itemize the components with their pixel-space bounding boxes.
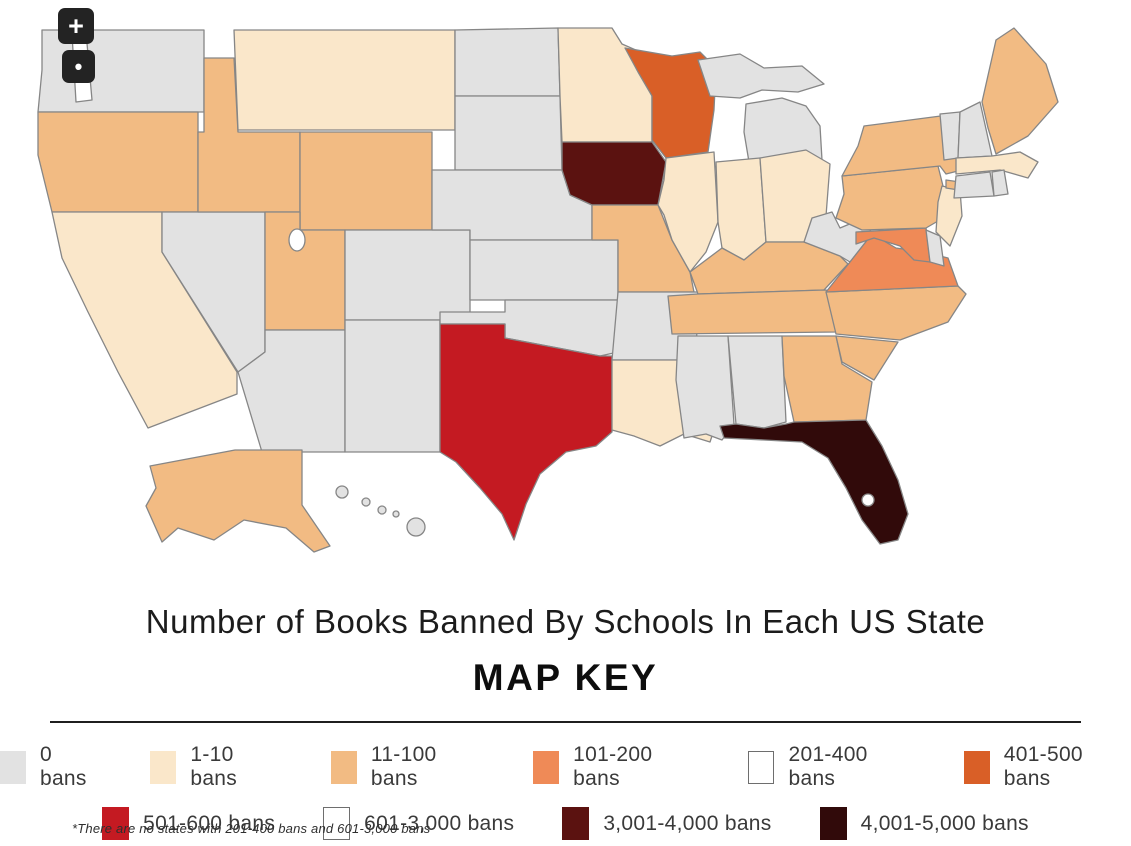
legend-item-1-10-bans: 1-10 bans (150, 743, 283, 791)
legend-item-11-100-bans: 11-100 bans (330, 743, 485, 791)
legend-label: 101-200 bans (573, 743, 653, 790)
legend-item-401-500-bans: 401-500 bans (963, 743, 1131, 791)
state-north-carolina[interactable] (825, 285, 967, 341)
legend-swatch (963, 750, 990, 784)
legend-label: 201-400 bans (788, 743, 868, 790)
legend-label: 0 bans (39, 743, 87, 790)
key-divider (50, 721, 1081, 723)
state-indiana[interactable] (715, 157, 767, 261)
state-hawaii[interactable] (406, 517, 426, 537)
state-hawaii[interactable] (377, 505, 387, 515)
state-hawaii[interactable] (392, 510, 400, 518)
great-salt-lake (288, 228, 306, 252)
state-delaware[interactable] (925, 229, 945, 267)
state-south-dakota[interactable] (454, 95, 563, 171)
state-florida[interactable] (719, 419, 909, 545)
legend-label: 601-3,000 bans (364, 811, 515, 835)
legend-swatch (323, 807, 351, 840)
state-wisconsin[interactable] (624, 47, 717, 159)
state-hawaii[interactable] (361, 497, 371, 507)
legend-swatch (102, 807, 130, 840)
legend-label: 501-600 bans (143, 811, 276, 835)
state-iowa[interactable] (561, 141, 667, 206)
state-tennessee[interactable] (667, 289, 853, 335)
state-kansas[interactable] (469, 239, 619, 301)
legend-item-601-3000-bans: 601-3,000 bans (323, 807, 514, 840)
state-rhode-island[interactable] (991, 169, 1009, 197)
state-alaska[interactable] (145, 449, 331, 553)
state-north-dakota[interactable] (454, 27, 561, 97)
legend-swatch (562, 807, 590, 840)
lake-okeechobee (861, 493, 875, 507)
state-alabama[interactable] (727, 335, 787, 429)
legend-item-0-bans: 0 bans (0, 743, 102, 791)
map-key-legend: 0 bans 1-10 bans 11-100 bans 101-200 ban… (0, 743, 1131, 840)
state-wyoming[interactable] (299, 131, 433, 231)
legend-swatch (330, 750, 357, 784)
legend-label: 1-10 bans (190, 743, 238, 790)
zoom-in-button[interactable]: + (58, 8, 94, 44)
state-connecticut[interactable] (953, 171, 995, 199)
state-oregon[interactable] (37, 111, 199, 213)
legend-label: 11-100 bans (370, 743, 437, 790)
map-zoom-controls: + • (58, 8, 98, 83)
state-vermont[interactable] (939, 111, 961, 161)
map-key-heading: MAP KEY (472, 657, 659, 698)
legend-swatch (819, 807, 847, 840)
state-hawaii[interactable] (335, 485, 349, 499)
zoom-out-button[interactable]: • (62, 50, 95, 83)
state-texas[interactable] (439, 323, 613, 541)
state-mississippi[interactable] (675, 335, 735, 441)
legend-item-4001-5000-bans: 4,001-5,000 bans (819, 807, 1029, 840)
legend-footnote: *There are no states with 201-400 bans a… (72, 821, 431, 836)
state-colorado[interactable] (344, 229, 471, 321)
legend-item-3001-4000-bans: 3,001-4,000 bans (562, 807, 771, 840)
state-illinois[interactable] (657, 151, 719, 273)
legend-item-201-400-bans: 201-400 bans (748, 743, 915, 791)
state-south-carolina[interactable] (835, 335, 899, 381)
legend-item-501-600-bans: 501-600 bans (102, 807, 275, 840)
state-massachusetts[interactable] (955, 151, 1039, 179)
legend-label: 3,001-4,000 bans (603, 811, 772, 835)
legend-swatch (150, 750, 177, 784)
state-utah[interactable] (264, 211, 346, 331)
legend-label: 401-500 bans (1003, 743, 1083, 790)
map-canvas (37, 27, 1059, 553)
state-new-mexico[interactable] (344, 319, 441, 453)
state-montana[interactable] (233, 29, 456, 131)
legend-row-2: 501-600 bans 601-3,000 bans 3,001-4,000 … (0, 807, 1131, 840)
legend-label: 4,001-5,000 bans (860, 811, 1029, 835)
legend-swatch (748, 750, 775, 784)
legend-swatch (533, 750, 560, 784)
legend-item-101-200-bans: 101-200 bans (533, 743, 700, 791)
legend-swatch (0, 750, 26, 784)
map-title: Number of Books Banned By Schools In Eac… (145, 603, 986, 640)
state-maine[interactable] (981, 27, 1059, 155)
us-choropleth-map: + • (37, 8, 1059, 553)
legend-row-1: 0 bans 1-10 bans 11-100 bans 101-200 ban… (0, 743, 1131, 791)
state-pennsylvania[interactable] (835, 165, 951, 231)
